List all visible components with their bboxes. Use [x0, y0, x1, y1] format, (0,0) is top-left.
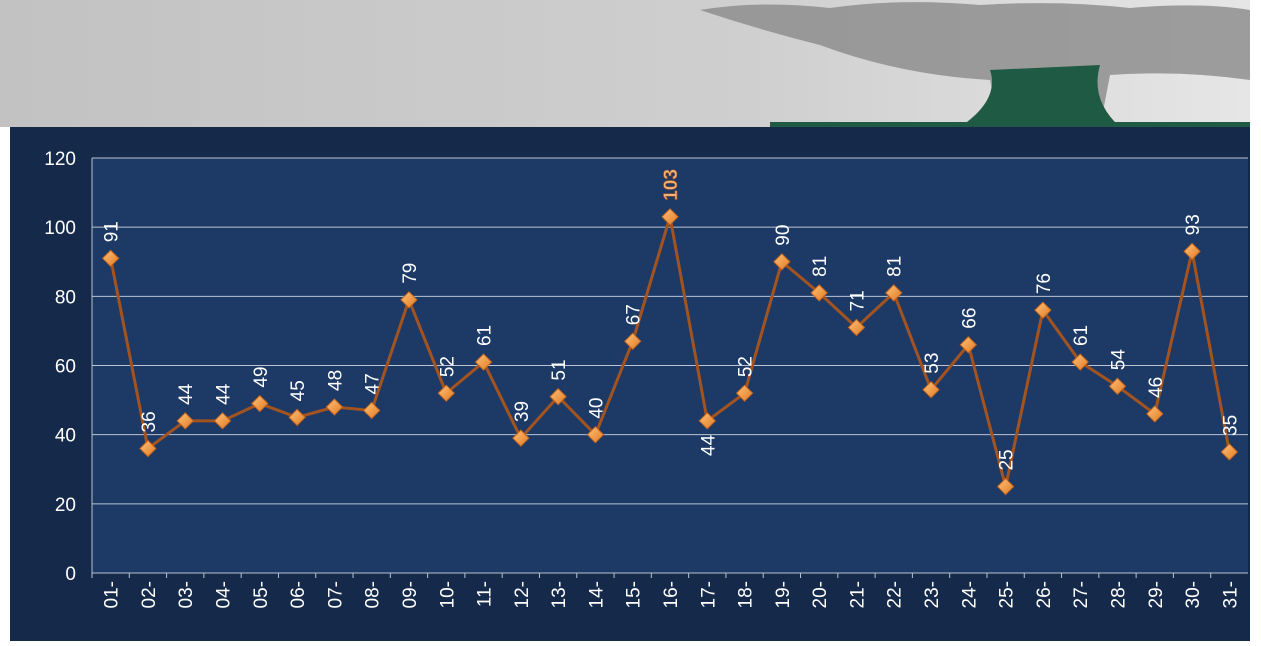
x-tick-label: 28- — [1108, 581, 1129, 608]
x-tick-label: 10- — [437, 581, 458, 608]
chart: 91 36 44 44 49 45 48 47 79 52 61 39 51 40 67 103 44 52 90 8… — [0, 0, 1261, 641]
y-tick-label: 60 — [55, 357, 76, 378]
data-label: 81 — [810, 256, 831, 277]
data-label: 52 — [736, 356, 757, 377]
x-tick-label: 09- — [400, 581, 421, 608]
x-tick-label: 13- — [549, 581, 570, 608]
data-label: 91 — [102, 221, 123, 242]
x-tick-label: 24- — [959, 581, 980, 608]
data-label: 39 — [512, 401, 533, 422]
x-tick-label: 03- — [176, 581, 197, 608]
data-label: 44 — [214, 383, 235, 405]
data-label: 90 — [773, 225, 794, 246]
x-tick-label: 26- — [1034, 581, 1055, 608]
data-label: 66 — [959, 308, 980, 329]
data-label: 81 — [885, 256, 906, 277]
data-label: 54 — [1108, 349, 1129, 371]
data-label: 61 — [1071, 325, 1092, 346]
x-tick-label: 08- — [363, 581, 384, 608]
data-label: 40 — [586, 398, 607, 419]
x-tick-label: 31- — [1220, 581, 1241, 608]
data-label: 67 — [624, 304, 645, 325]
x-tick-label: 16- — [661, 581, 682, 608]
data-label: 35 — [1220, 415, 1241, 436]
x-tick-label: 05- — [251, 581, 272, 608]
x-tick-label: 11- — [475, 581, 496, 607]
y-tick-label: 20 — [55, 495, 76, 516]
y-tick-label: 120 — [44, 149, 76, 170]
data-label: 44 — [176, 383, 197, 405]
x-tick-label: 20- — [810, 581, 831, 608]
x-tick-label: 22- — [885, 581, 906, 608]
data-label: 25 — [997, 449, 1018, 470]
x-tick-label: 02- — [139, 581, 160, 608]
x-tick-label: 17- — [698, 581, 719, 608]
data-label: 93 — [1183, 214, 1204, 235]
data-label: 76 — [1034, 273, 1055, 294]
x-tick-label: 27- — [1071, 581, 1092, 608]
y-tick-label: 40 — [55, 426, 76, 447]
x-tick-label: 12- — [512, 581, 533, 608]
data-label: 36 — [139, 411, 160, 432]
data-label: 46 — [1146, 377, 1167, 398]
data-label: 44 — [698, 434, 719, 456]
data-label: 45 — [288, 380, 309, 401]
x-tick-label: 29- — [1146, 581, 1167, 608]
data-label: 103 — [661, 169, 682, 201]
x-tick-label: 06- — [288, 581, 309, 608]
data-label: 61 — [475, 325, 496, 346]
y-tick-label: 80 — [55, 287, 76, 308]
data-label: 52 — [437, 356, 458, 377]
data-label: 51 — [549, 359, 570, 380]
x-tick-label: 18- — [736, 581, 757, 608]
x-tick-label: 23- — [922, 581, 943, 608]
x-tick-label: 19- — [773, 581, 794, 608]
x-tick-label: 04- — [214, 581, 235, 608]
data-label: 53 — [922, 353, 943, 374]
x-tick-label: 01- — [102, 581, 123, 608]
y-tick-label: 0 — [65, 564, 76, 585]
data-label: 48 — [325, 370, 346, 391]
x-tick-label: 15- — [624, 581, 645, 608]
data-label: 79 — [400, 263, 421, 284]
x-tick-label: 30- — [1183, 581, 1204, 608]
y-tick-label: 100 — [44, 218, 76, 239]
x-tick-label: 25- — [997, 581, 1018, 608]
data-label: 47 — [363, 373, 384, 394]
x-tick-label: 07- — [325, 581, 346, 608]
data-label: 71 — [847, 290, 868, 311]
x-tick-label: 21- — [847, 581, 868, 608]
data-label: 49 — [251, 366, 272, 387]
page: 91 36 44 44 49 45 48 47 79 52 61 39 51 40 67 103 44 52 90 8… — [0, 0, 1261, 641]
x-tick-label: 14- — [586, 581, 607, 608]
